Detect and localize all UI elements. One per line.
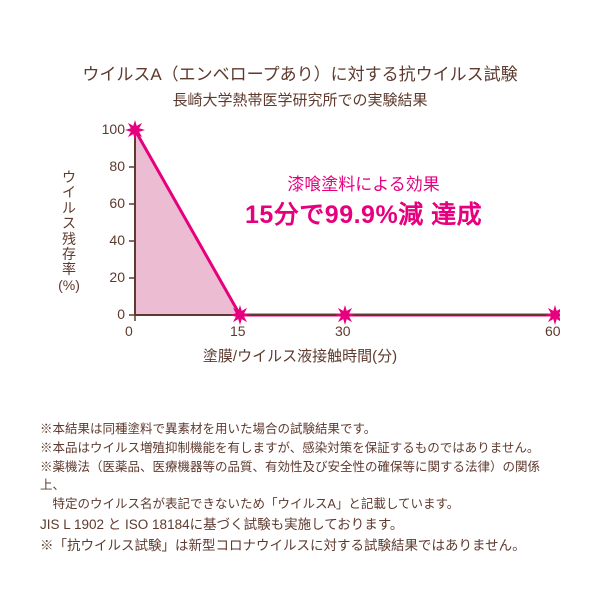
note-line: ※「抗ウイルス試験」は新型コロナウイルスに対する試験結果ではありません。 [40, 536, 560, 557]
x-tick-label: 0 [125, 323, 133, 339]
note-line: ※本結果は同種塗料で異素材を用いた場合の試験結果です。 [40, 420, 560, 439]
y-tick-label: 60 [109, 195, 125, 211]
y-tick-label: 100 [102, 121, 125, 137]
disclaimer-notes-1: ※本結果は同種塗料で異素材を用いた場合の試験結果です。※本品はウイルス増殖抑制機… [40, 420, 560, 514]
note-line: ※薬機法（医薬品、医療機器等の品質、有効性及び安全性の確保等に関する法律）の関係… [40, 458, 560, 496]
x-tick-label: 60 [545, 323, 561, 339]
chart-callout: 漆喰塗料による効果 15分で99.9%減 達成 [245, 170, 482, 231]
x-axis-label: 塗膜/ウイルス液接触時間(分) [40, 345, 560, 366]
y-tick-label: 20 [109, 269, 125, 285]
y-tick-label: 0 [117, 306, 125, 322]
note-line: JIS L 1902 と ISO 18184に基づく試験も実施しております。 [40, 515, 560, 536]
title-sub: 長崎大学熱帯医学研究所での実験結果 [0, 89, 600, 110]
title-main: ウイルスA（エンベロープあり）に対する抗ウイルス試験 [0, 60, 600, 85]
callout-line2: 15分で99.9%減 達成 [245, 195, 482, 231]
callout-line1: 漆喰塗料による効果 [245, 170, 482, 195]
note-line: 特定のウイルス名が表記できないため「ウイルスA」と記載しています。 [40, 495, 560, 514]
chart-title: ウイルスA（エンベロープあり）に対する抗ウイルス試験 長崎大学熱帯医学研究所での… [0, 0, 600, 110]
y-tick-label: 80 [109, 158, 125, 174]
chart-container: ウイルス残存率(%) 漆喰塗料による効果 15分で99.9%減 達成 塗膜/ウイ… [40, 120, 560, 370]
y-tick-label: 40 [109, 232, 125, 248]
x-tick-label: 15 [230, 323, 246, 339]
disclaimer-notes-2: JIS L 1902 と ISO 18184に基づく試験も実施しております。※「… [40, 515, 560, 557]
x-tick-label: 30 [335, 323, 351, 339]
note-line: ※本品はウイルス増殖抑制機能を有しますが、感染対策を保証するものではありません。 [40, 439, 560, 458]
